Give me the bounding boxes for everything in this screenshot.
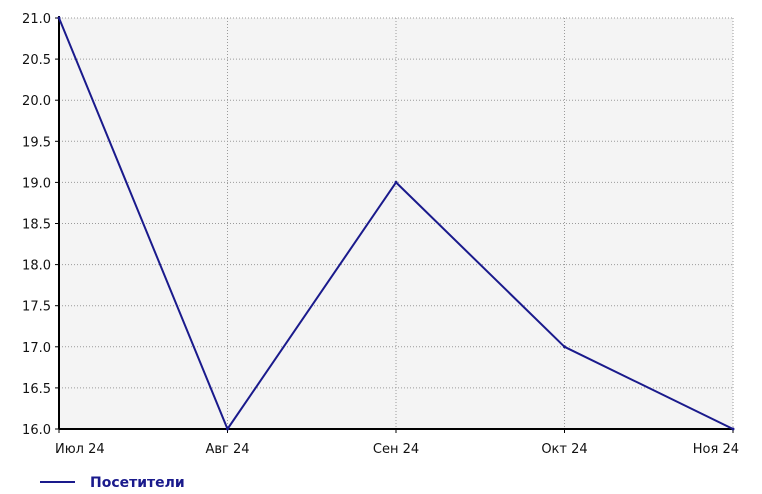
x-tick-label: Июл 24 [55, 442, 105, 457]
y-tick-label: 16.0 [22, 423, 51, 438]
x-tick-label: Окт 24 [541, 442, 587, 457]
series-group [57, 16, 735, 431]
data-point [394, 180, 398, 184]
x-axis-ticks: Июл 24 Авг 24 Сен 24 Окт 24 Ноя 24 [55, 429, 739, 457]
legend: Посетители [40, 475, 185, 491]
data-point [563, 345, 566, 349]
y-tick-label: 19.5 [22, 135, 51, 150]
y-tick-label: 17.0 [22, 341, 51, 356]
y-tick-label: 18.5 [22, 218, 51, 233]
x-tick-label: Сен 24 [373, 442, 419, 457]
y-tick-label: 20.0 [22, 94, 51, 109]
data-point [57, 16, 61, 20]
x-tick-label: Авг 24 [205, 442, 249, 457]
data-point [731, 427, 735, 431]
y-tick-label: 19.0 [22, 176, 51, 191]
y-axis-ticks: 16.0 16.5 17.0 17.5 18.0 18.5 19.0 19.5 20.0 20.5… [22, 12, 59, 438]
y-tick-label: 20.5 [22, 53, 51, 68]
gridlines [59, 17, 734, 429]
y-tick-label: 16.5 [22, 382, 51, 397]
y-tick-label: 17.5 [22, 300, 51, 315]
y-tick-label: 18.0 [22, 259, 51, 274]
y-tick-label: 21.0 [22, 12, 51, 27]
data-point [226, 427, 229, 431]
legend-label-visitors: Посетители [90, 475, 185, 491]
x-tick-label: Ноя 24 [693, 442, 739, 457]
